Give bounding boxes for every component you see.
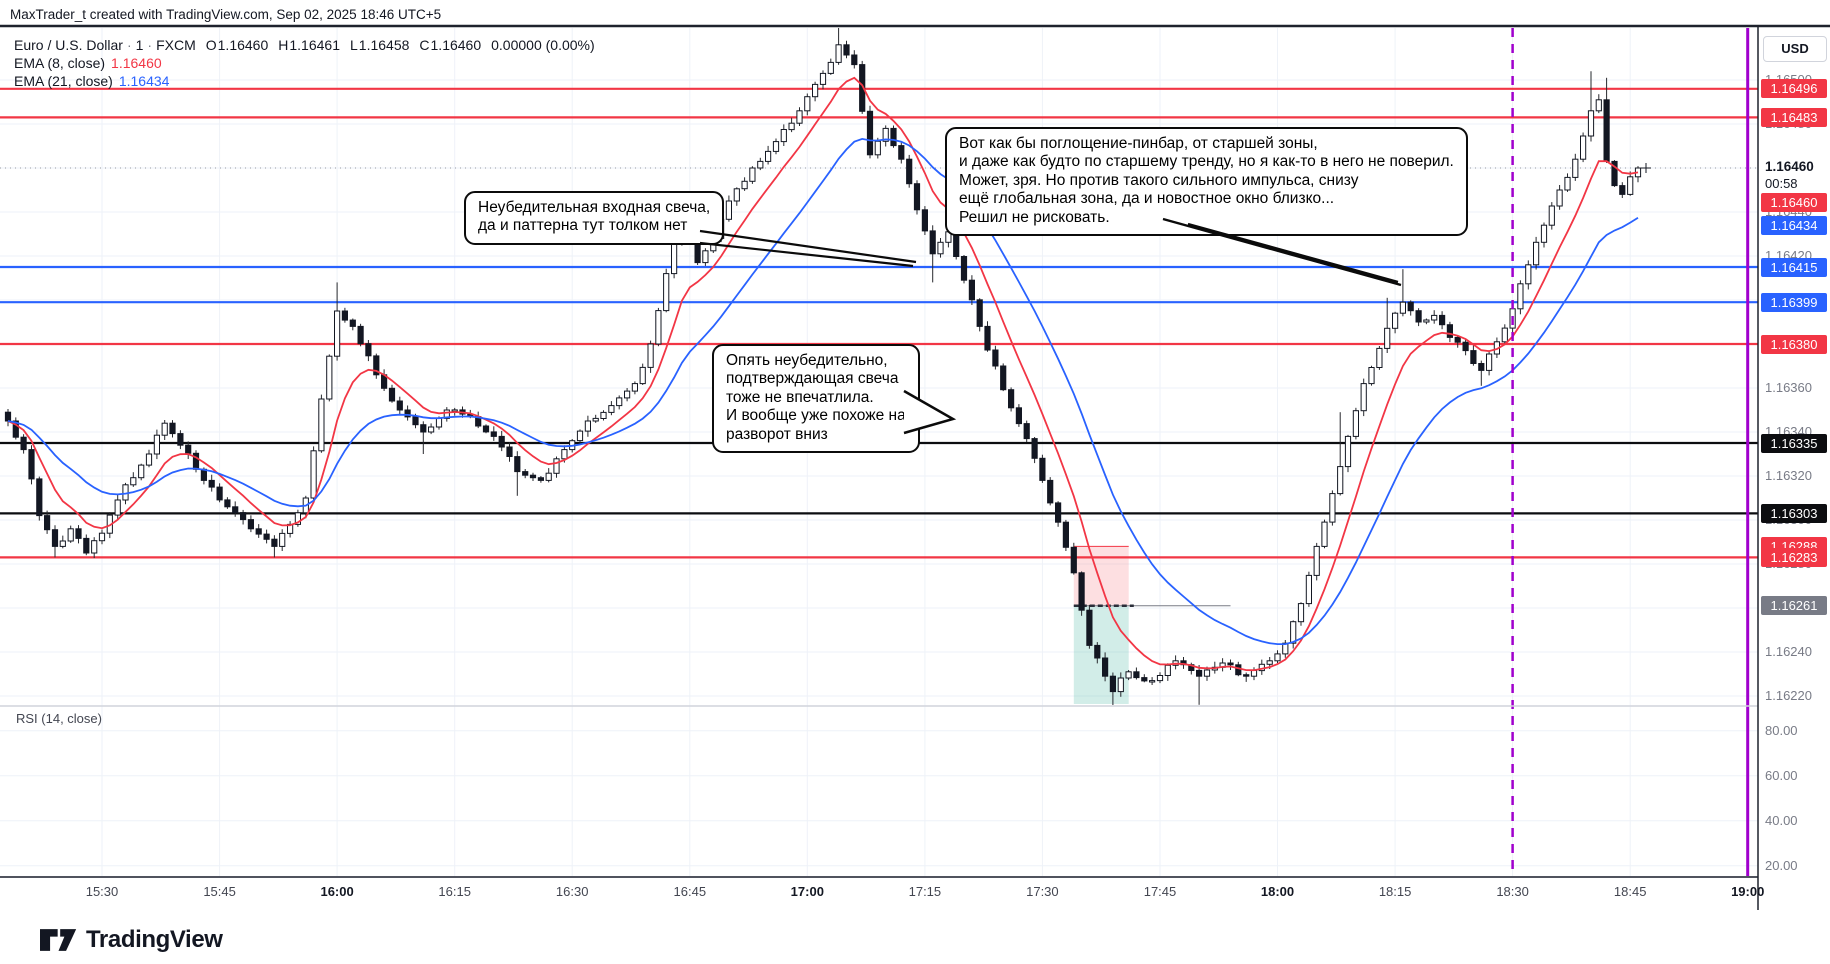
- tradingview-logo[interactable]: TradingView: [40, 925, 223, 955]
- price-line-label[interactable]: 1.16380: [1761, 334, 1827, 354]
- ema21-value: 1.16434: [118, 73, 170, 89]
- bar-countdown: 00:58: [1765, 176, 1798, 191]
- callout-entry-candle[interactable]: Неубедительная входная свеча, да и патте…: [464, 191, 725, 245]
- currency-button[interactable]: USD: [1763, 36, 1827, 62]
- rsi-tick: 60.00: [1765, 767, 1798, 783]
- symbol-title[interactable]: Euro / U.S. Dollar: [14, 37, 123, 53]
- price-line-label[interactable]: 1.16335: [1761, 433, 1827, 453]
- price-line-label[interactable]: 1.16434: [1761, 215, 1827, 235]
- price-tick: 1.16220: [1765, 688, 1812, 703]
- ema21-label[interactable]: EMA (21, close): [14, 73, 113, 89]
- callout-confirmation-candle[interactable]: Опять неубедительно, подтверждающая свеч…: [712, 344, 920, 454]
- current-price-text: 1.16460: [1765, 159, 1814, 174]
- interval-label[interactable]: 1: [135, 37, 144, 53]
- price-line-label[interactable]: 1.16303: [1761, 503, 1827, 523]
- tradingview-logo-text: TradingView: [86, 926, 223, 953]
- price-axis[interactable]: USD 1.165001.164801.164401.164201.164001…: [1759, 28, 1830, 912]
- time-tick: 17:15: [908, 884, 942, 899]
- price-line-label[interactable]: 1.16483: [1761, 107, 1827, 127]
- low-value: 1.16458: [358, 37, 410, 53]
- rsi-legend-label[interactable]: RSI (14, close): [16, 711, 102, 726]
- time-tick: 18:30: [1496, 884, 1529, 899]
- price-tick: 1.16360: [1765, 380, 1812, 395]
- price-tick: 1.16320: [1765, 468, 1812, 483]
- time-tick: 19:00: [1731, 884, 1765, 899]
- time-tick: 16:45: [673, 884, 707, 899]
- time-tick: 17:45: [1143, 884, 1177, 899]
- price-line-label[interactable]: 1.16399: [1761, 292, 1827, 312]
- price-tick: 1.16240: [1765, 644, 1812, 659]
- chart-legend: Euro / U.S. Dollar · 1 · FXCM O1.16460 H1.1646…: [14, 36, 595, 90]
- price-line-label[interactable]: 1.16415: [1761, 257, 1827, 277]
- time-tick: 17:00: [790, 884, 824, 899]
- symbol-ohlc-row[interactable]: Euro / U.S. Dollar · 1 · FXCM O1.16460 H1.1646…: [14, 37, 595, 53]
- high-value: 1.16461: [289, 37, 340, 53]
- exchange-label: FXCM: [156, 37, 196, 53]
- attribution-text: MaxTrader_t created with TradingView.com…: [10, 7, 442, 22]
- time-tick: 16:15: [438, 884, 471, 899]
- last-price-label[interactable]: 1.16460: [1761, 193, 1827, 212]
- change-value: 0.00000 (0.00%): [491, 37, 595, 53]
- ema21-legend-row[interactable]: EMA (21, close) 1.16434: [14, 72, 595, 90]
- price-line-label[interactable]: 1.16261: [1761, 596, 1827, 616]
- rsi-tick: 80.00: [1765, 722, 1798, 738]
- last-price-marker: [1640, 163, 1651, 173]
- time-tick: 17:30: [1026, 884, 1059, 899]
- price-line-label[interactable]: 1.16283: [1761, 547, 1827, 567]
- close-value: 1.16460: [430, 37, 482, 53]
- ema8-value: 1.16460: [111, 55, 162, 71]
- time-tick: 15:45: [203, 884, 236, 899]
- ema21-line[interactable]: [7, 137, 1639, 645]
- ema8-line[interactable]: [7, 76, 1639, 672]
- rsi-tick: 20.00: [1765, 857, 1798, 873]
- ema8-label[interactable]: EMA (8, close): [14, 55, 106, 71]
- time-tick: 16:00: [320, 884, 354, 899]
- price-line-label[interactable]: 1.16496: [1761, 79, 1827, 99]
- time-tick: 18:45: [1613, 884, 1647, 899]
- time-tick: 16:30: [555, 884, 589, 899]
- time-tick: 18:00: [1260, 884, 1295, 899]
- callout-engulfing-pinbar[interactable]: Вот как бы поглощение-пинбар, от старшей…: [945, 127, 1468, 237]
- open-value: 1.16460: [217, 37, 269, 53]
- time-tick: 15:30: [85, 884, 119, 899]
- horizontal-price-lines[interactable]: [0, 87, 1758, 559]
- tradingview-logo-icon: [40, 929, 77, 951]
- ema8-legend-row[interactable]: EMA (8, close) 1.16460: [14, 54, 595, 72]
- rsi-tick: 40.00: [1765, 812, 1798, 828]
- time-tick: 18:15: [1378, 884, 1412, 899]
